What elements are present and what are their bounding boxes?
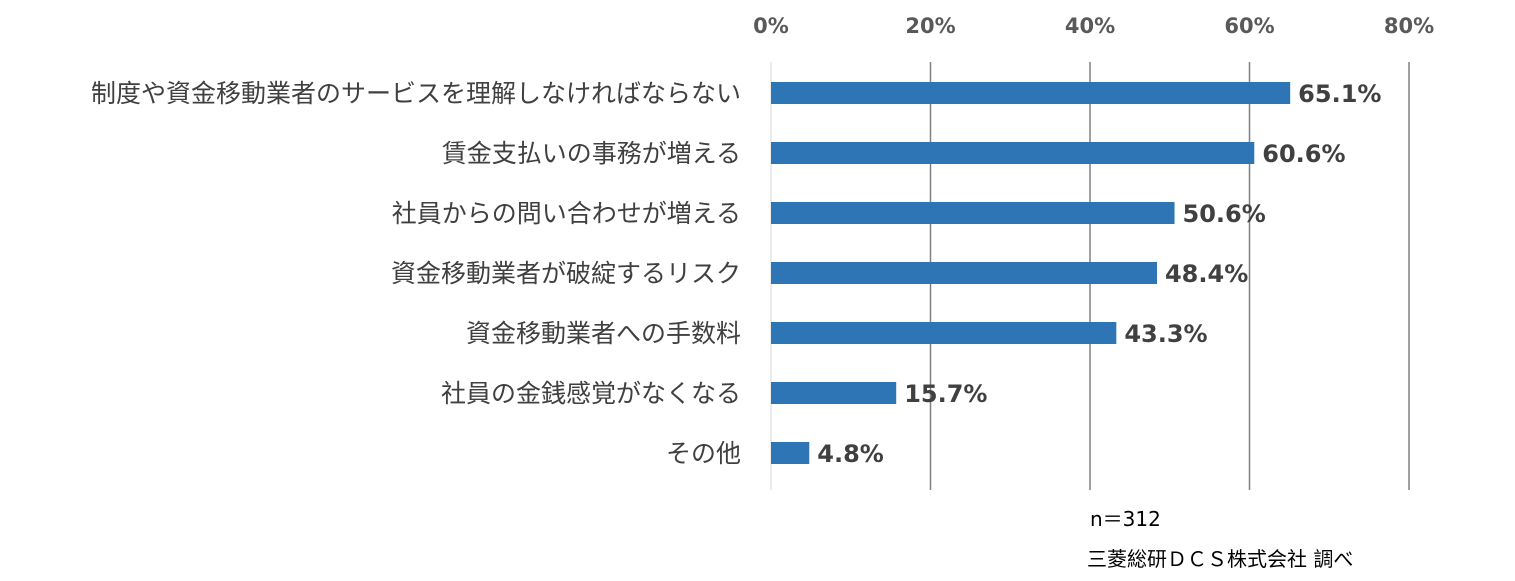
data-label: 65.1% (1298, 80, 1381, 108)
x-tick-label: 80% (1384, 14, 1434, 38)
bar (771, 382, 897, 404)
category-label: 資金移動業者への手数料 (466, 319, 741, 348)
data-label: 15.7% (904, 380, 987, 408)
data-label: 48.4% (1165, 260, 1248, 288)
x-tick-label: 60% (1224, 14, 1274, 38)
bar (771, 262, 1157, 284)
x-tick-label: 40% (1065, 14, 1115, 38)
category-labels: 制度や資金移動業者のサービスを理解しなければならない賃金支払いの事務が増える社員… (91, 79, 741, 468)
bar (771, 202, 1175, 224)
category-label: 資金移動業者が破綻するリスク (391, 259, 741, 288)
category-label: その他 (666, 439, 741, 468)
source-note: 三菱総研ＤＣＳ株式会社 調べ (1087, 547, 1354, 571)
value-labels: 65.1% 60.6% 50.6% 48.4% 43.3% 15.7% 4.8% (817, 80, 1381, 468)
bar (771, 442, 810, 464)
x-tick-label: 0% (753, 14, 789, 38)
x-axis-ticks: 0% 20% 40% 60% 80% (753, 14, 1434, 38)
category-label: 制度や資金移動業者のサービスを理解しなければならない (91, 79, 741, 108)
data-label: 60.6% (1262, 140, 1345, 168)
bar (771, 322, 1117, 344)
bars (771, 82, 1291, 464)
bar (771, 82, 1291, 104)
category-label: 社員からの問い合わせが増える (392, 199, 741, 228)
data-label: 4.8% (817, 440, 884, 468)
data-label: 50.6% (1183, 200, 1266, 228)
bar (771, 142, 1255, 164)
category-label: 賃金支払いの事務が増える (442, 139, 741, 168)
category-label: 社員の金銭感覚がなくなる (441, 379, 741, 408)
data-label: 43.3% (1124, 320, 1207, 348)
sample-size-note: n＝312 (1090, 507, 1161, 531)
x-tick-label: 20% (905, 14, 955, 38)
